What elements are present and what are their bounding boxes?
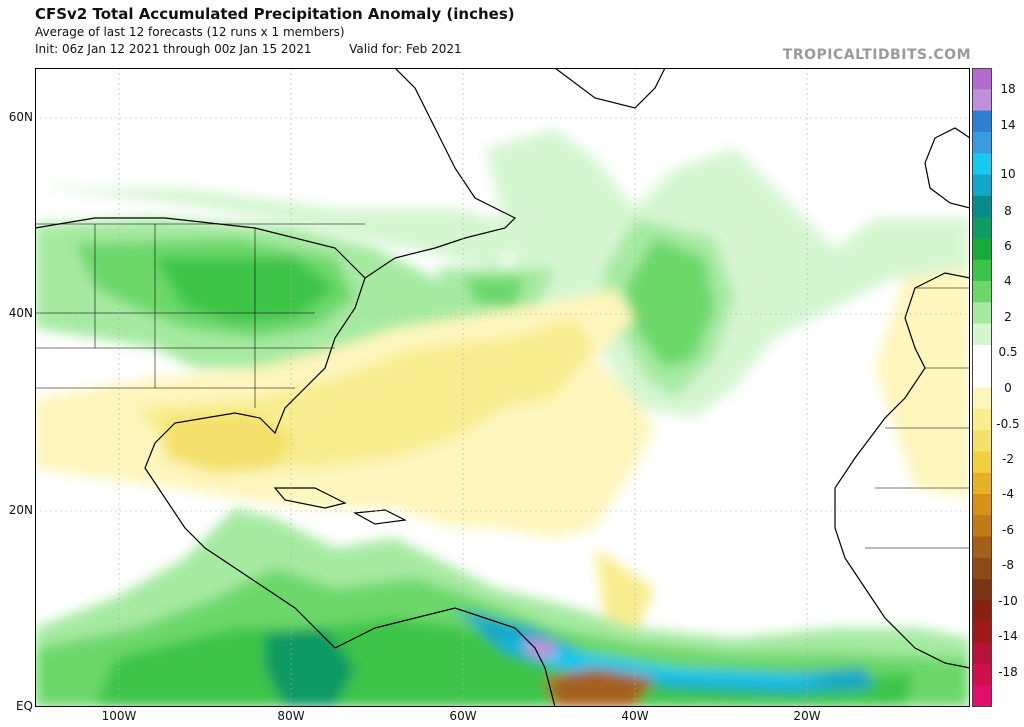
colorbar-segment — [972, 366, 992, 388]
colorbar-segment — [972, 557, 992, 580]
colorbar-segment — [972, 217, 992, 239]
colorbar-segment — [972, 174, 992, 197]
grid — [35, 68, 970, 707]
colorbar-segment — [972, 494, 992, 516]
colorbar-label: -6 — [1002, 523, 1014, 537]
colorbar-segment — [972, 451, 992, 474]
colorbar — [972, 68, 992, 707]
colorbar-segment — [972, 536, 992, 559]
colorbar-segment — [972, 131, 992, 154]
colorbar-segment — [972, 621, 992, 644]
precipitation-anomaly-map — [35, 68, 970, 707]
colorbar-label: 8 — [1004, 204, 1012, 218]
lat-label-eq: EQ — [15, 699, 33, 713]
lat-label-40n: 40N — [8, 306, 33, 320]
colorbar-label: -0.5 — [996, 417, 1020, 431]
colorbar-label: 2 — [1004, 310, 1012, 324]
colorbar-label: -18 — [998, 665, 1018, 679]
colorbar-label: 14 — [1000, 118, 1016, 132]
colorbar-segment — [972, 515, 992, 538]
colorbar-segment — [972, 68, 992, 90]
colorbar-segment — [972, 89, 992, 112]
colorbar-segment — [972, 664, 992, 687]
run-info: Init: 06z Jan 12 2021 through 00z Jan 15… — [35, 41, 515, 58]
lon-label-80w: 80W — [277, 709, 305, 723]
colorbar-segment — [972, 408, 992, 431]
colorbar-segment — [972, 600, 992, 623]
colorbar-segment — [972, 387, 992, 410]
colorbar-segment — [972, 472, 992, 495]
colorbar-segment — [972, 579, 992, 601]
subtitle: Average of last 12 forecasts (12 runs x … — [35, 25, 345, 39]
lat-label-20n: 20N — [8, 503, 33, 517]
colorbar-label: 18 — [1000, 82, 1016, 96]
colorbar-segment — [972, 281, 992, 303]
lon-label-100w: 100W — [101, 709, 137, 723]
colorbar-segment — [972, 238, 992, 261]
colorbar-segment — [972, 110, 992, 133]
lon-label-60w: 60W — [449, 709, 477, 723]
colorbar-label: -2 — [1002, 452, 1014, 466]
colorbar-label: -4 — [1002, 487, 1014, 501]
colorbar-label: -14 — [998, 629, 1018, 643]
valid-text: Valid for: Feb 2021 — [349, 42, 462, 56]
init-text: Init: 06z Jan 12 2021 through 00z Jan 15… — [35, 42, 312, 56]
anomaly-field — [35, 68, 970, 707]
colorbar-label: 6 — [1004, 239, 1012, 253]
colorbar-segment — [972, 195, 992, 218]
colorbar-segment — [972, 430, 992, 452]
colorbar-segment — [972, 302, 992, 325]
header: CFSv2 Total Accumulated Precipitation An… — [35, 4, 515, 58]
colorbar-segment — [972, 259, 992, 282]
lon-label-40w: 40W — [621, 709, 649, 723]
brand-watermark: TROPICALTIDBITS.COM — [782, 47, 971, 63]
page-title: CFSv2 Total Accumulated Precipitation An… — [35, 5, 515, 23]
colorbar-segment — [972, 685, 992, 707]
lat-label-60n: 60N — [8, 110, 33, 124]
colorbar-label: 0 — [1004, 381, 1012, 395]
colorbar-label: -8 — [1002, 558, 1014, 572]
colorbar-label: 0.5 — [998, 345, 1018, 359]
colorbar-segment — [972, 153, 992, 175]
colorbar-segment — [972, 643, 992, 665]
colorbar-label: -10 — [998, 594, 1018, 608]
colorbar-segment — [972, 323, 992, 346]
colorbar-label: 4 — [1004, 274, 1012, 288]
lon-label-20w: 20W — [793, 709, 821, 723]
colorbar-segment — [972, 344, 992, 367]
political-borders — [35, 223, 970, 549]
colorbar-label: 10 — [1000, 167, 1016, 181]
